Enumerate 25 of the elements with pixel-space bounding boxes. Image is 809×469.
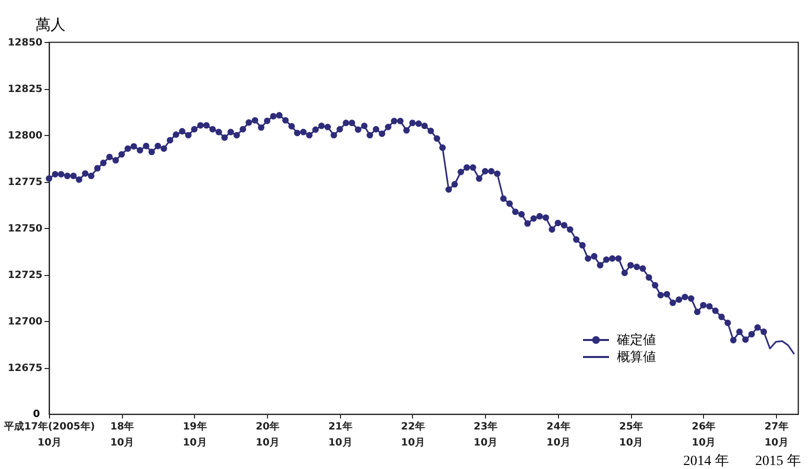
y-tick-label: 12825 xyxy=(8,84,43,95)
y-tick-label: 12850 xyxy=(8,38,43,48)
x-tick-label: 27年 10月 xyxy=(764,420,788,448)
text: 2014 年 xyxy=(683,453,729,469)
y-tick-label: 12750 xyxy=(8,224,43,234)
y-axis-title: 萬人 xyxy=(36,16,66,34)
y-tick-label: 12675 xyxy=(8,363,43,374)
x-tick-label: 22年 10月 xyxy=(400,420,425,448)
x-tick-label: 24年 10月 xyxy=(546,420,570,448)
x-tick-label: 21年 10月 xyxy=(328,420,352,448)
text: 0 xyxy=(33,409,40,420)
y-tick-label: 12775 xyxy=(8,177,43,188)
x-tick-label: 25年 10月 xyxy=(619,420,644,448)
x-tick-label: 20年 10月 xyxy=(256,420,280,448)
x-tick-label: 26年 10月 xyxy=(692,420,716,448)
y-tick-label: 12800 xyxy=(8,130,43,142)
x-tick-label: 23年 10月 xyxy=(474,420,498,448)
x-tick-label: 平成17年(2005年) 10月 xyxy=(3,420,95,448)
x-tick-label: 19年 10月 xyxy=(182,420,207,448)
legend-label: 確定値 xyxy=(616,333,656,348)
x-tick-label: 18年 10月 xyxy=(110,420,134,448)
y-tick-label: 12700 xyxy=(8,316,43,328)
legend-label: 概算値 xyxy=(617,350,656,365)
y-tick-label: 12725 xyxy=(8,270,43,281)
text: 2015 年 xyxy=(755,453,801,469)
